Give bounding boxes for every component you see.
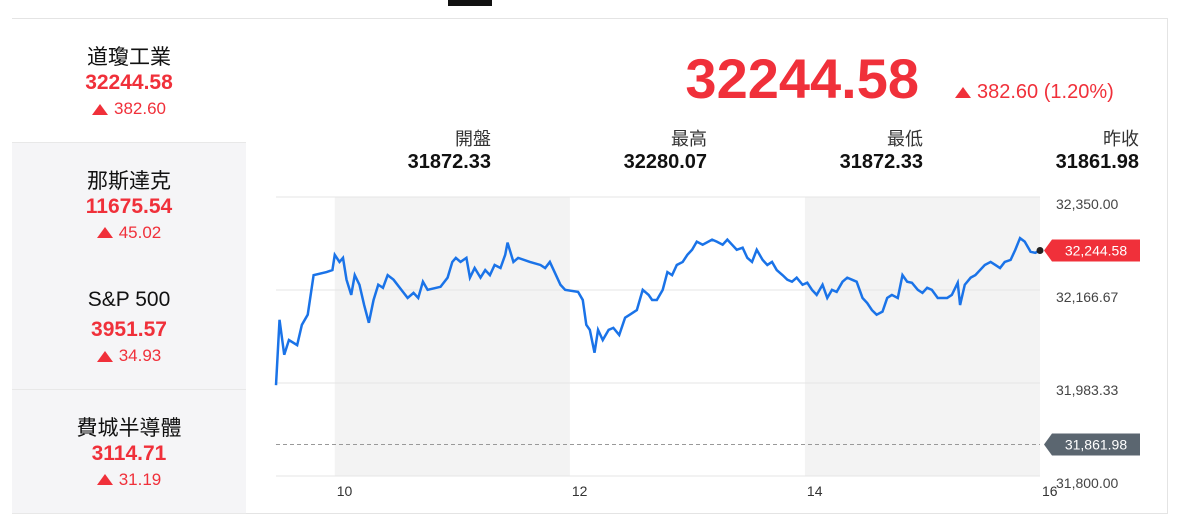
change-text: 45.02 <box>118 222 162 242</box>
tab-indicator <box>448 0 492 6</box>
market-name: 道瓊工業 <box>87 46 171 69</box>
market-change: 382.60 <box>12 99 246 119</box>
up-icon <box>955 87 971 98</box>
last-point <box>1036 246 1044 254</box>
stat-value: 31861.98 <box>1055 151 1139 173</box>
price-badge <box>1044 433 1140 456</box>
price-badge <box>1044 239 1140 262</box>
y-tick-label: 31,800.00 <box>1056 475 1118 491</box>
day-band <box>334 197 570 476</box>
market-change: 45.02 <box>12 223 246 243</box>
market-price: 3951.57 <box>91 318 167 341</box>
market-item[interactable]: S&P 500 3951.57 34.93 <box>12 266 246 390</box>
y-tick-label: 32,350.00 <box>1056 196 1118 212</box>
up-icon <box>92 103 108 115</box>
up-icon <box>96 474 113 485</box>
market-name: 那斯達克 <box>87 169 171 193</box>
stat-value: 32280.07 <box>623 151 707 173</box>
price: 32244.58 <box>685 47 919 110</box>
price-line <box>274 236 1041 386</box>
up-icon <box>96 350 113 362</box>
stat-label: 昨收 <box>1103 129 1139 149</box>
market-item[interactable]: 道瓊工業 32244.58 382.60 <box>12 19 246 143</box>
change-text: 382.60 <box>114 99 166 118</box>
x-tick-label: 14 <box>807 483 823 499</box>
stat-label: 最高 <box>671 129 707 149</box>
change-text: 382.60 (1.20%) <box>977 81 1114 103</box>
market-change: 31.19 <box>12 470 246 490</box>
stat-label: 開盤 <box>455 129 491 149</box>
market-price: 3114.71 <box>91 441 167 465</box>
change: 382.60 (1.20%) <box>955 81 1114 104</box>
market-price: 32244.58 <box>85 71 173 94</box>
stat-value: 31872.33 <box>839 151 923 173</box>
market-name: 費城半導體 <box>76 416 182 440</box>
x-tick-label: 16 <box>1042 483 1058 499</box>
y-tick-label: 31,983.33 <box>1056 382 1118 398</box>
market-change: 34.93 <box>12 346 246 366</box>
x-tick-label: 12 <box>572 483 588 499</box>
y-tick-label: 32,166.67 <box>1056 289 1118 305</box>
stat-label: 最低 <box>887 129 923 149</box>
day-band <box>804 197 1040 476</box>
market-price: 11675.54 <box>85 194 173 218</box>
stat-value: 31872.33 <box>407 151 491 173</box>
market-item[interactable]: 費城半導體 3114.71 31.19 <box>12 389 246 514</box>
badge-label: 32,244.58 <box>1065 242 1127 258</box>
x-tick-label: 10 <box>337 483 353 499</box>
change-text: 34.93 <box>118 346 162 365</box>
market-name: S&P 500 <box>87 288 171 311</box>
change-text: 31.19 <box>118 469 162 489</box>
badge-label: 31,861.98 <box>1065 437 1127 453</box>
up-icon <box>96 227 113 238</box>
